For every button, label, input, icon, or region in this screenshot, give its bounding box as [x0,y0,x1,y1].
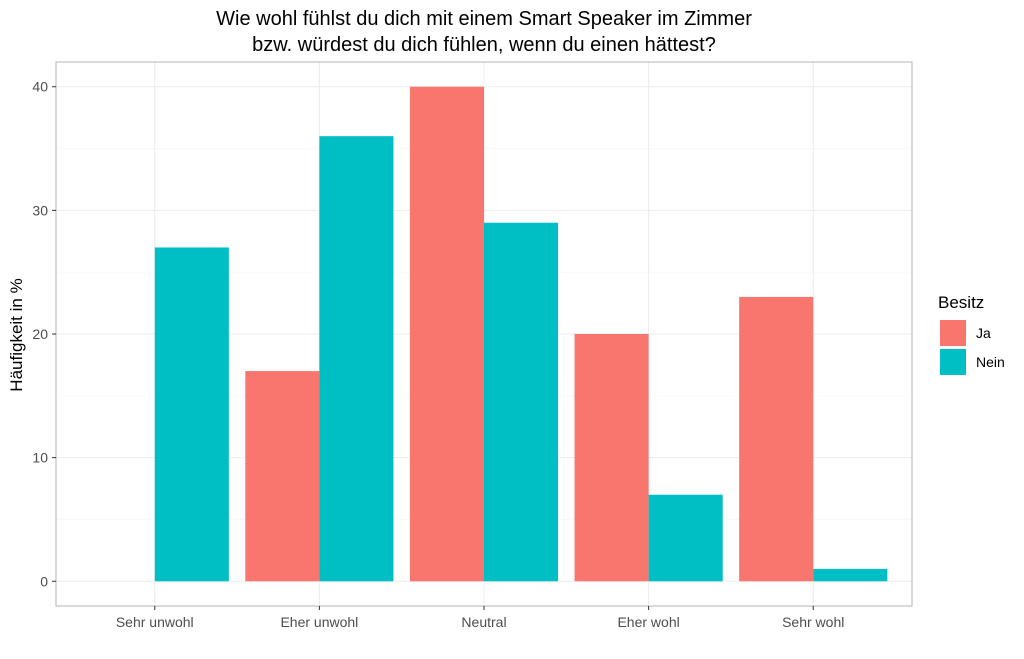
chart-title-line-2: bzw. würdest du dich fühlen, wenn du ein… [252,34,716,56]
x-tick-label: Sehr unwohl [116,614,194,630]
y-tick-label: 30 [32,202,48,218]
bar-nein-3 [648,494,723,582]
x-tick-label: Eher wohl [617,614,679,630]
bars [154,86,888,582]
bar-ja-4 [739,296,814,582]
y-tick-label: 40 [32,79,48,95]
legend-label-nein: Nein [976,354,1005,370]
y-tick-label: 10 [32,450,48,466]
legend-swatch-nein [940,349,966,375]
legend-items: Ja Nein [940,320,1005,375]
chart-title-line-1: Wie wohl fühlst du dich mit einem Smart … [216,8,752,30]
bar-nein-4 [813,568,888,582]
y-axis-title: Häufigkeit in % [7,278,26,391]
plot-panel [55,61,913,607]
y-axis: 0 10 20 30 40 [32,79,56,589]
legend: Besitz Ja Nein [938,293,1005,375]
y-tick-label: 20 [32,326,48,342]
bar-nein-1 [319,136,394,582]
x-axis: Sehr unwohl Eher unwohl Neutral Eher wohl Se… [116,606,844,630]
legend-title: Besitz [938,293,984,312]
x-tick-label: Neutral [461,614,506,630]
bar-ja-1 [245,371,320,582]
bar-nein-2 [484,222,559,582]
bar-ja-2 [409,86,484,582]
bar-nein-0 [154,247,229,582]
x-tick-label: Eher unwohl [280,614,358,630]
legend-swatch-ja [940,320,966,346]
x-tick-label: Sehr wohl [782,614,844,630]
bar-ja-3 [574,334,649,582]
y-tick-label: 0 [40,573,48,589]
legend-label-ja: Ja [976,325,991,341]
